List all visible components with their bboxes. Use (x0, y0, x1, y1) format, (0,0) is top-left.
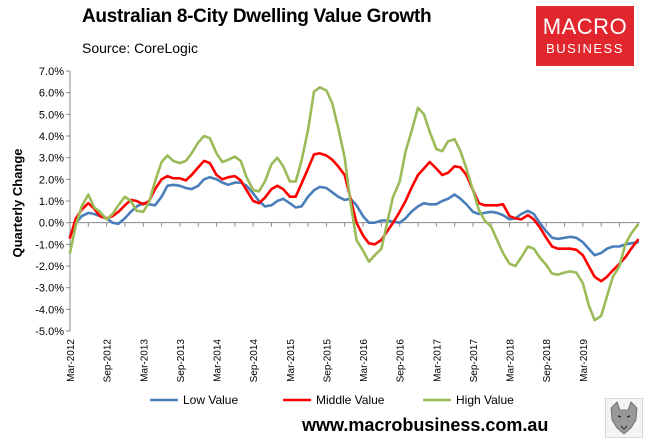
series-line-low-value (68, 175, 640, 257)
x-tick-label: Sep-2014 (249, 339, 260, 383)
x-tick-label: Sep-2012 (103, 339, 114, 383)
x-tick-label: Sep-2013 (176, 339, 187, 383)
y-tick-labels: -5.0% -4.0% -3.0% -2.0% -1.0% 0.0% 1.0% 2.0% 3.0… (35, 66, 64, 338)
x-tick-label: Mar-2015 (286, 339, 297, 382)
y-tick-label: 1.0% (39, 196, 64, 208)
logo-line-1: MACRO (542, 14, 628, 39)
chart-source: Source: CoreLogic (82, 40, 198, 56)
y-tick-label: -3.0% (35, 283, 64, 295)
y-tick-label: -5.0% (35, 326, 64, 338)
legend-label-high-value: High Value (456, 393, 514, 407)
series-line-middle-value (68, 152, 640, 283)
macrobusiness-logo: MACRO BUSINESS (536, 6, 634, 66)
x-tick-label: Mar-2018 (506, 339, 517, 382)
x-tick-label: Mar-2012 (66, 339, 77, 382)
x-tick-label: Sep-2016 (396, 339, 407, 383)
x-tick-label: Sep-2018 (542, 339, 553, 383)
legend-label-middle-value: Middle Value (316, 393, 385, 407)
wolf-logo-icon (605, 398, 643, 438)
x-tick-label: Sep-2015 (322, 339, 333, 383)
y-tick-label: 7.0% (39, 66, 64, 78)
x-tick-label: Mar-2019 (579, 339, 590, 382)
x-tick-labels: Mar-2012 Sep-2012 Mar-2013 Sep-2013 Mar-2014… (66, 339, 590, 383)
chart-series (68, 86, 640, 322)
y-tick-label: 0.0% (39, 218, 64, 230)
x-tick-label: Mar-2017 (432, 339, 443, 382)
chart-legend: Low Value Middle Value High Value (150, 393, 514, 407)
x-tick-label: Mar-2013 (139, 339, 150, 382)
y-tick-label: -2.0% (35, 261, 64, 273)
x-tick-label: Sep-2017 (469, 339, 480, 383)
y-axis-label: Quarterly Change (10, 148, 25, 257)
logo-line-2: BUSINESS (546, 41, 624, 56)
x-tick-label: Mar-2016 (359, 339, 370, 382)
y-tick-label: -4.0% (35, 304, 64, 316)
y-tick-label: 4.0% (39, 131, 64, 143)
x-tick-label: Mar-2014 (213, 339, 224, 382)
legend-label-low-value: Low Value (183, 393, 238, 407)
chart-title: Australian 8-City Dwelling Value Growth (82, 6, 432, 27)
website-url: www.macrobusiness.com.au (302, 415, 549, 435)
y-tick-label: 6.0% (39, 88, 64, 100)
y-tick-label: 2.0% (39, 174, 64, 186)
series-line-high-value (68, 86, 640, 322)
y-tick-label: -1.0% (35, 239, 64, 251)
y-tick-label: 3.0% (39, 153, 64, 165)
y-tick-label: 5.0% (39, 109, 64, 121)
